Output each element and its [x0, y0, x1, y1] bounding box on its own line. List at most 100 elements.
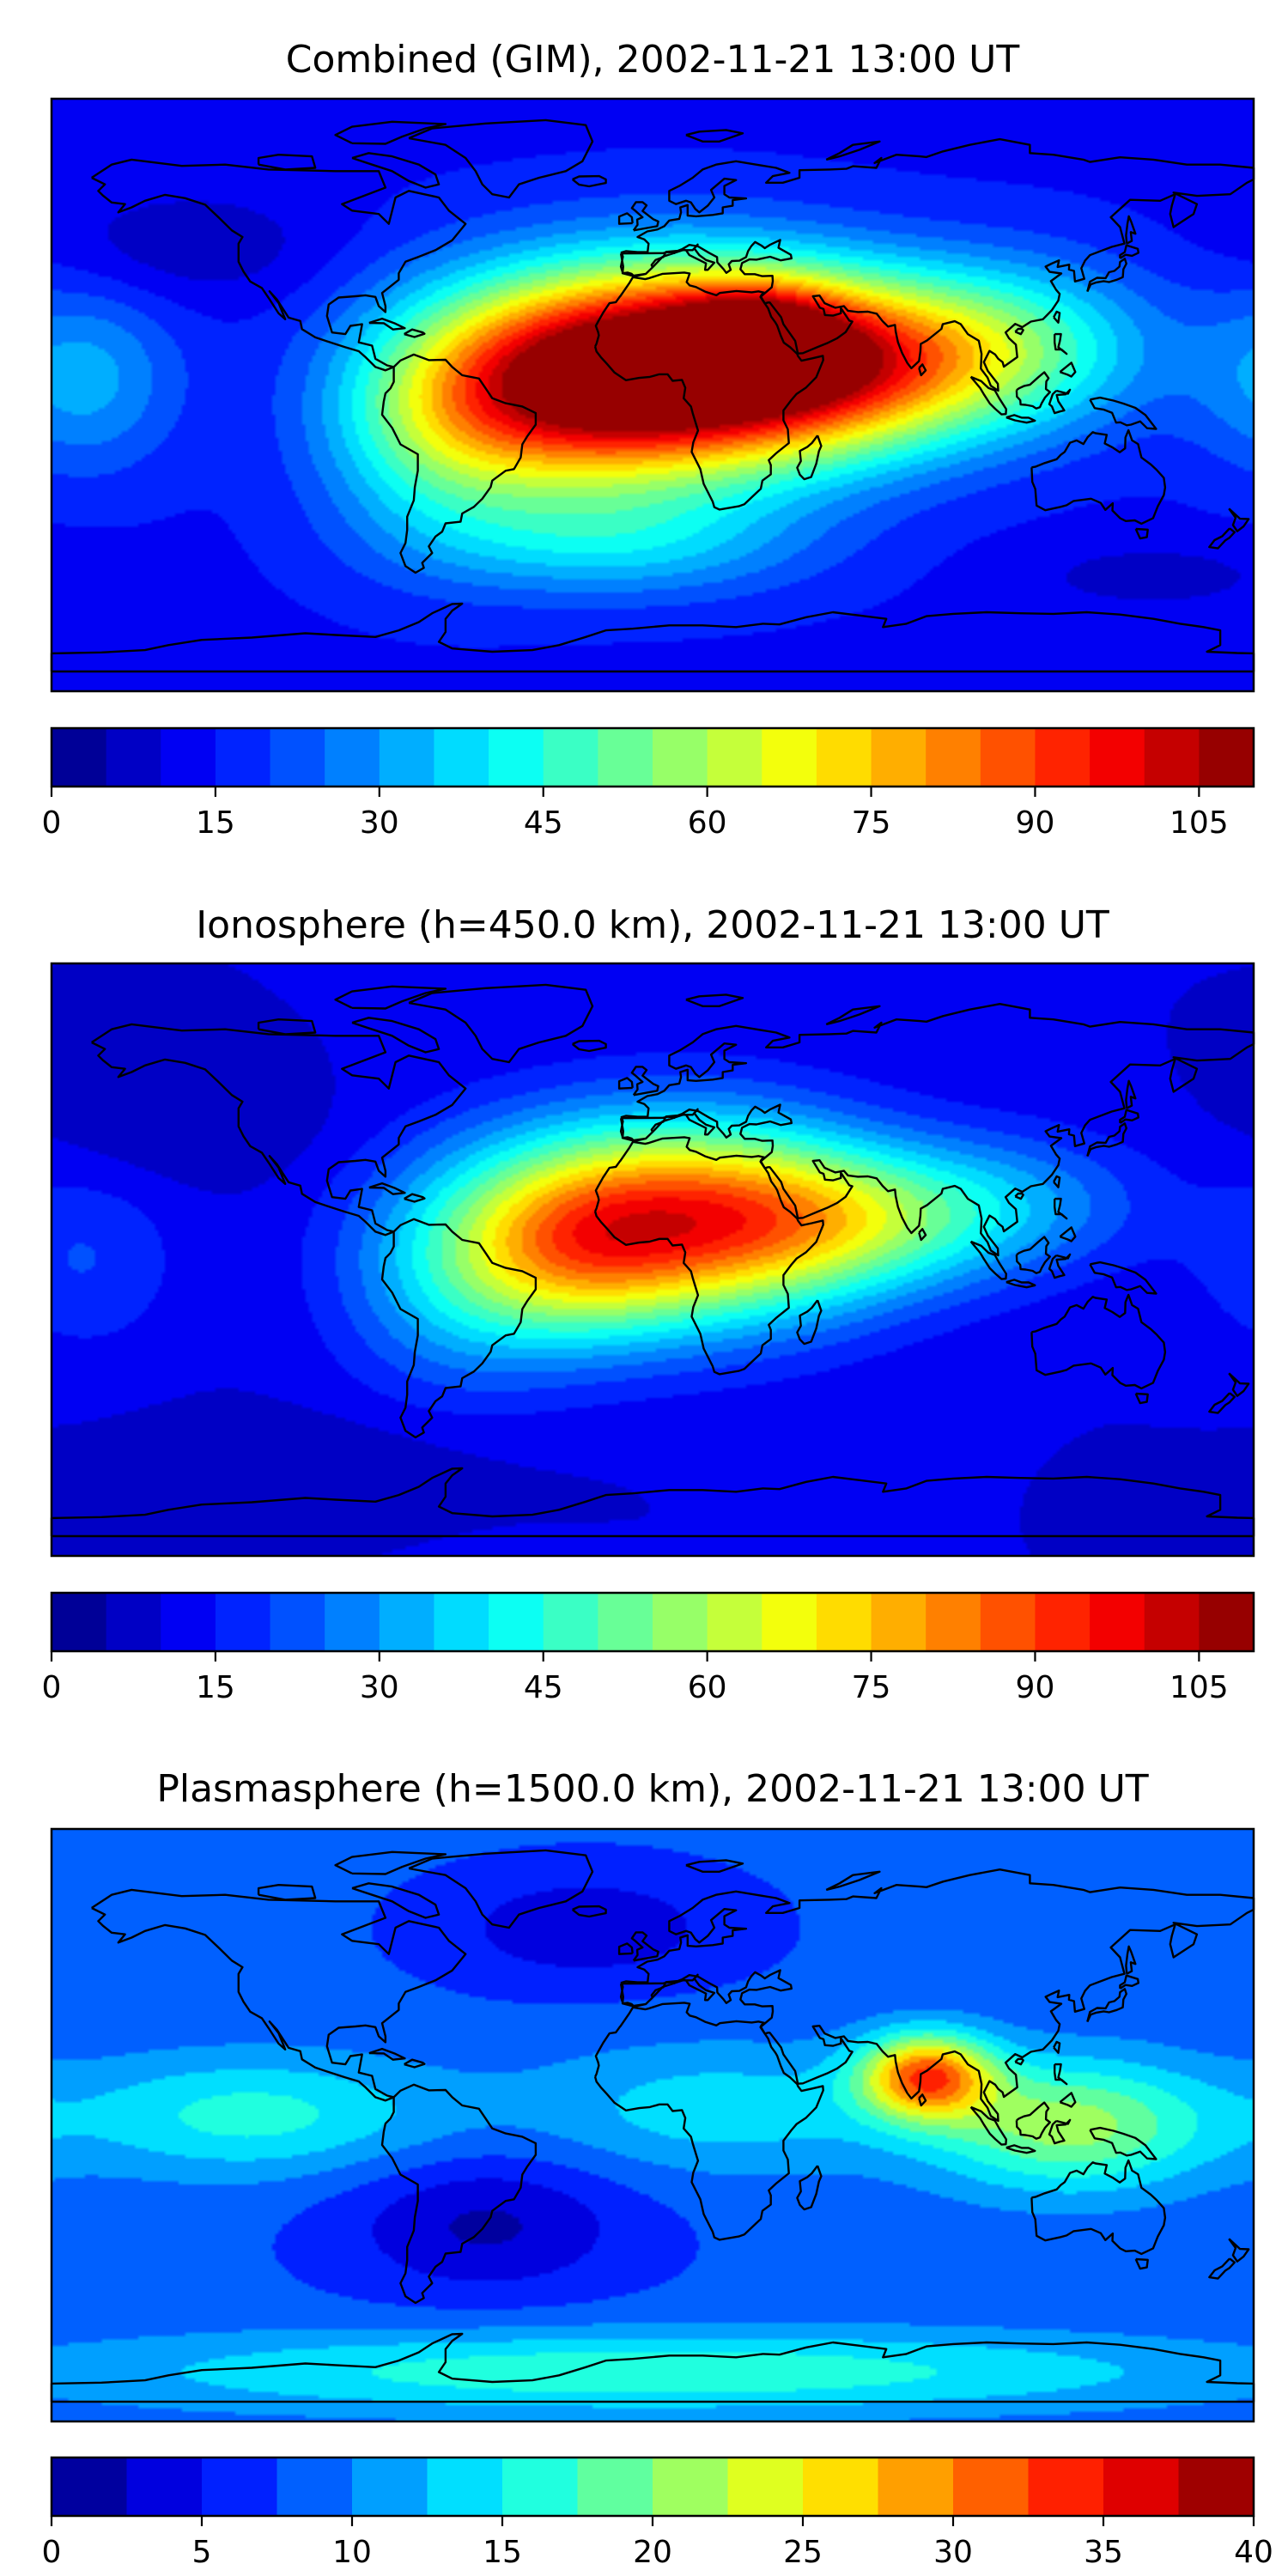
coastline-baffin	[351, 1017, 440, 1054]
heatmap-field	[52, 963, 1254, 1556]
coastline-nzSouth	[1208, 527, 1236, 550]
colorbar-level	[106, 1593, 161, 1651]
coastline-japan	[1086, 1988, 1127, 2023]
coastline-nzNorth	[1228, 1372, 1250, 1397]
colorbar-level	[816, 728, 872, 787]
map-frame	[50, 1827, 1255, 2423]
coastline-southAmerica	[380, 353, 538, 574]
coastline-hainan	[1014, 327, 1024, 336]
colorbar-level	[1090, 1593, 1145, 1651]
coastline-hispaniola	[404, 2058, 426, 2069]
coastline-northAmerica	[91, 1023, 467, 1236]
coastline-baffin	[351, 1882, 440, 1919]
coastline-japan	[1086, 258, 1127, 293]
colorbar-level	[816, 1593, 872, 1651]
colorbar-tick-label: 30	[360, 1670, 399, 1705]
coastline-borneo	[1015, 2101, 1051, 2140]
coastline-hispaniola	[404, 1193, 426, 1203]
colorbar-level	[871, 728, 927, 787]
colorbar-level	[1035, 1593, 1091, 1651]
coastline-australia	[1030, 1293, 1167, 1390]
coastline-hokkaido	[1119, 1109, 1139, 1124]
coastline-southAmerica	[380, 1218, 538, 1439]
coastline-britain	[630, 1931, 659, 1962]
colorbar-level	[434, 1593, 489, 1651]
coastline-africa	[593, 2002, 824, 2241]
colorbar-frame	[50, 1591, 1255, 1653]
chart-title: Plasmasphere (h=1500.0 km), 2002-11-21 1…	[156, 1767, 1148, 1811]
coastline-novaya	[825, 1870, 881, 1892]
heatmap-field	[52, 1829, 1254, 2421]
colorbar-level	[707, 728, 762, 787]
coastline-mindanao	[1059, 2092, 1077, 2108]
chart-title: Combined (GIM), 2002-11-21 13:00 UT	[286, 38, 1020, 82]
colorbar-level	[52, 2458, 128, 2516]
colorbar-level	[762, 728, 817, 787]
coastline-sumatra	[969, 1240, 1007, 1280]
heatmap-field	[52, 99, 1254, 691]
colorbar-level	[1103, 2458, 1180, 2516]
coastline-ellesmere	[334, 985, 447, 1010]
coastline-taiwan	[1053, 310, 1061, 324]
coastline-australia	[1030, 2159, 1167, 2256]
coastline-japan	[1086, 1122, 1127, 1157]
colorbar-level	[543, 728, 598, 787]
colorbar-level	[653, 2458, 729, 2516]
colorbar-tick-label: 105	[1170, 805, 1229, 841]
colorbar-tick-label: 5	[192, 2535, 212, 2570]
coastline-sulawesi	[1048, 388, 1072, 415]
coastline-mindanao	[1059, 1226, 1077, 1242]
coastline-antarctica	[50, 1467, 1255, 1538]
coastline-newGuinea	[1089, 2126, 1157, 2160]
coastline-greenland	[408, 1849, 594, 1929]
coastline-iceland	[571, 1039, 607, 1053]
coastline-australia	[1030, 428, 1167, 526]
colorbar-level	[543, 1593, 598, 1651]
coastline-luzon	[1054, 332, 1068, 355]
coastline-mindanao	[1059, 361, 1077, 378]
colorbar-level	[926, 728, 981, 787]
coastline-ellesmere	[334, 120, 447, 145]
colorbar-tick-label: 25	[783, 2535, 823, 2570]
coastline-sakhalin	[1125, 215, 1137, 245]
colorbar-tick-label: 20	[633, 2535, 672, 2570]
colorbar-tick-label: 60	[688, 1670, 727, 1705]
coastline-nzSouth	[1208, 1392, 1236, 1414]
colorbar-tick-label: 75	[852, 805, 891, 841]
coastline-antarctica	[50, 2332, 1255, 2403]
coastline-hokkaido	[1119, 244, 1139, 259]
coastline-baffin	[351, 152, 440, 189]
coastline-madagascar	[796, 1299, 823, 1346]
colorbar-level	[106, 728, 161, 787]
colorbar-level	[1178, 2458, 1255, 2516]
coastline-tasmania	[1134, 1392, 1149, 1405]
colorbar-level	[707, 1593, 762, 1651]
colorbar-tick-label: 15	[196, 805, 235, 841]
coastline-northAmerica	[91, 158, 467, 372]
colorbar-level	[352, 2458, 428, 2516]
colorbar-level	[52, 728, 107, 787]
coastline-antarctica	[50, 602, 1255, 673]
colorbar-tick-label: 90	[1016, 805, 1055, 841]
coastline-africa	[593, 1136, 824, 1376]
coastline-iceland	[571, 174, 607, 188]
coastline-luzon	[1054, 2063, 1068, 2086]
colorbar-level	[161, 728, 216, 787]
colorbar-tick-label: 15	[196, 1670, 235, 1705]
coastline-cuba	[368, 2047, 406, 2061]
colorbar-tick-label: 35	[1084, 2535, 1123, 2570]
colorbar: 0 15 30 45 60 75 90 105	[42, 726, 1255, 841]
colorbar-level	[980, 1593, 1036, 1651]
colorbar-tick-label: 0	[42, 805, 62, 841]
coastline-sumatra	[969, 375, 1007, 416]
colorbar: 0 15 30 45 60 75 90 105	[42, 1591, 1255, 1705]
colorbar-level	[598, 728, 653, 787]
colorbar-level	[202, 2458, 278, 2516]
colorbar-level	[276, 2458, 353, 2516]
colorbar-level	[502, 2458, 579, 2516]
coastline-nzNorth	[1228, 2238, 1250, 2263]
colorbar-level	[727, 2458, 804, 2516]
colorbar-tick-label: 10	[332, 2535, 372, 2570]
coastline-tasmania	[1134, 2257, 1149, 2270]
colorbar-tick-label: 45	[524, 805, 563, 841]
